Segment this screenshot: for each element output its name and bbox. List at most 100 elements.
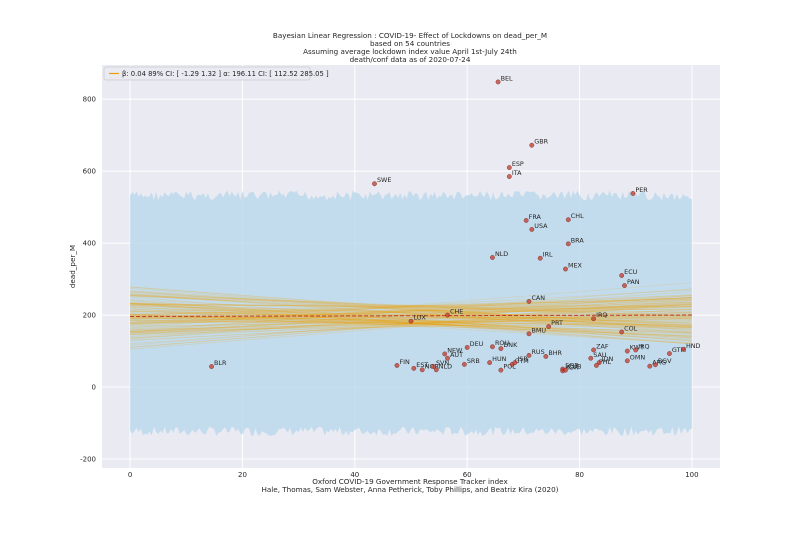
data-point-fin: FIN bbox=[394, 358, 410, 368]
title-line-1: Bayesian Linear Regression : COVID-19- E… bbox=[273, 31, 547, 40]
posterior-line bbox=[130, 302, 692, 330]
posterior-line bbox=[130, 288, 692, 333]
data-point-mex: MEX bbox=[563, 262, 583, 272]
point-marker bbox=[624, 348, 630, 354]
data-point-usa: USA bbox=[529, 222, 548, 232]
posterior-line bbox=[130, 308, 692, 344]
point-label: KOR bbox=[565, 363, 579, 371]
posterior-line bbox=[130, 302, 692, 328]
posterior-line bbox=[130, 303, 692, 345]
posterior-line bbox=[130, 303, 692, 324]
point-label: ITA bbox=[512, 169, 522, 177]
point-label: GTM bbox=[515, 357, 529, 365]
point-marker bbox=[498, 367, 504, 373]
point-marker bbox=[526, 331, 532, 337]
data-point-isr: ISR bbox=[512, 355, 528, 365]
point-label: BGV bbox=[658, 357, 672, 365]
data-point-fra: FRA bbox=[523, 213, 542, 223]
data-point-ecu: ECU bbox=[619, 268, 638, 278]
x-tick-label: 80 bbox=[575, 471, 584, 479]
point-label: IDN bbox=[602, 355, 614, 363]
point-marker bbox=[565, 217, 571, 223]
point-marker bbox=[596, 360, 602, 365]
data-point-sau: SAU bbox=[588, 351, 607, 361]
point-marker bbox=[431, 364, 436, 369]
posterior-line bbox=[130, 309, 692, 313]
point-marker bbox=[445, 312, 450, 318]
posterior-line bbox=[130, 303, 692, 345]
posterior-line bbox=[130, 286, 692, 329]
point-label: USA bbox=[534, 222, 548, 230]
posterior-line bbox=[130, 320, 692, 328]
posterior-line bbox=[130, 295, 692, 325]
point-label: NLD bbox=[495, 250, 508, 258]
point-marker bbox=[526, 299, 532, 304]
y-tick-label: 0 bbox=[92, 384, 96, 392]
data-point-deu: DEU bbox=[464, 340, 484, 350]
x-tick-label: 100 bbox=[685, 471, 698, 479]
posterior-line bbox=[130, 315, 692, 334]
data-point-pan: PAN bbox=[622, 278, 640, 288]
y-tick-label: 800 bbox=[83, 96, 96, 104]
point-label: ECU bbox=[624, 268, 638, 276]
point-marker bbox=[394, 363, 400, 368]
data-point-aut: AUT bbox=[445, 351, 463, 361]
point-marker bbox=[619, 273, 625, 278]
legend-text: β: 0.04 89% CI: [ -1.29 1.32 ] α: 196.11… bbox=[122, 70, 329, 78]
point-marker bbox=[543, 354, 549, 359]
data-point-bmu: BMU bbox=[526, 326, 546, 337]
posterior-line bbox=[130, 313, 692, 319]
data-point-swe: SWE bbox=[372, 176, 391, 187]
point-label: GTM bbox=[672, 346, 686, 354]
posterior-line bbox=[130, 321, 692, 332]
posterior-line bbox=[130, 305, 692, 324]
posterior-line bbox=[130, 317, 692, 319]
posterior-line bbox=[130, 289, 692, 323]
posterior-line bbox=[130, 301, 692, 321]
posterior-line bbox=[130, 315, 692, 337]
x-axis-label-line-1: Oxford COVID-19 Government Response Trac… bbox=[312, 477, 508, 486]
data-point-blr: BLR bbox=[209, 359, 227, 369]
point-label: GBR bbox=[534, 138, 548, 146]
point-label: CHE bbox=[450, 308, 463, 316]
posterior-line bbox=[130, 307, 692, 324]
point-marker bbox=[633, 347, 639, 353]
point-label: ARG bbox=[652, 359, 666, 367]
posterior-line bbox=[130, 295, 692, 318]
point-label: ISR bbox=[517, 355, 528, 363]
posterior-line bbox=[130, 304, 692, 324]
point-label: COL bbox=[624, 324, 637, 332]
data-point-ita: ITA bbox=[506, 169, 522, 179]
point-marker bbox=[209, 364, 214, 369]
data-point-hnd: HND bbox=[681, 342, 701, 352]
point-marker bbox=[619, 329, 625, 335]
point-marker bbox=[433, 367, 439, 373]
data-point-arg: ARG bbox=[647, 359, 666, 369]
title-line-4: death/conf data as of 2020-07-24 bbox=[350, 55, 471, 64]
data-point-gtm: GTM bbox=[667, 346, 686, 356]
title-line-2: based on 54 countries bbox=[370, 39, 450, 48]
posterior-line bbox=[130, 297, 692, 325]
y-tick-label: -200 bbox=[80, 456, 96, 464]
point-marker bbox=[464, 345, 470, 350]
data-point-gbr: GBR bbox=[529, 138, 549, 148]
posterior-line bbox=[130, 298, 692, 313]
prediction-band-area bbox=[130, 190, 692, 436]
point-marker bbox=[546, 324, 552, 329]
posterior-line bbox=[130, 300, 692, 323]
point-marker bbox=[652, 362, 658, 368]
posterior-line bbox=[130, 296, 692, 332]
point-label: ESP bbox=[512, 160, 524, 168]
posterior-line bbox=[130, 303, 692, 311]
posterior-line bbox=[130, 310, 692, 325]
data-point-lux: LUX bbox=[408, 314, 426, 324]
data-point-che: CHE bbox=[445, 308, 463, 318]
point-label: POL bbox=[503, 363, 516, 371]
data-point-svn: SVN bbox=[431, 359, 449, 369]
posterior-line bbox=[130, 287, 692, 332]
data-point-new: NEW bbox=[442, 346, 463, 357]
x-axis-label-line-2: Hale, Thomas, Sam Webster, Anna Petheric… bbox=[261, 485, 558, 494]
point-marker bbox=[506, 174, 512, 179]
point-marker bbox=[490, 255, 495, 260]
data-point-hun: HUN bbox=[487, 355, 507, 365]
